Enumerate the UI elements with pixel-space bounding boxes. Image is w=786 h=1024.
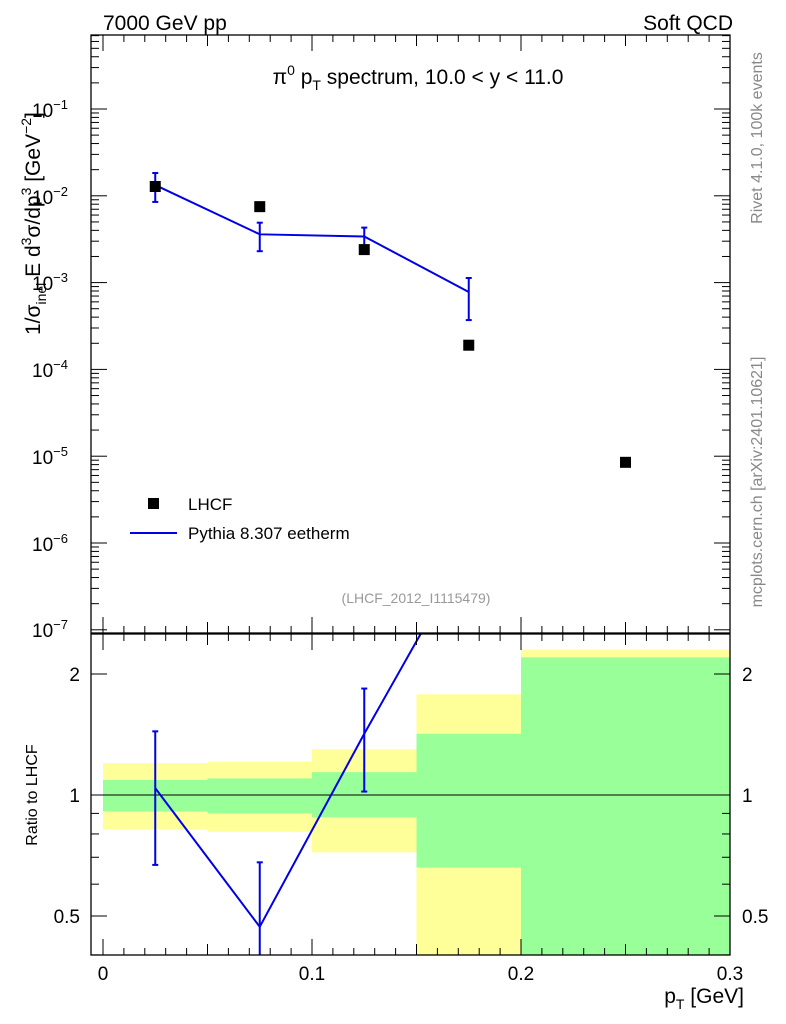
uncertainty-band-inner [207, 778, 312, 814]
ratio-ytick-label: 0.5 [54, 907, 80, 928]
x-axis-title: pT [GeV] [664, 985, 744, 1012]
pythia-line [154, 184, 470, 293]
analysis-watermark: (LHCF_2012_I1115479) [342, 590, 491, 606]
legend-lhcf-label: LHCF [188, 495, 232, 514]
main-y-ticks [91, 35, 730, 631]
legend-pythia-label: Pythia 8.307 eetherm [188, 524, 350, 543]
version-label: Rivet 4.1.0, 100k events [749, 52, 766, 224]
ratio-ticks [91, 35, 731, 956]
plot-title: π0 pT spectrum, 10.0 < y < 11.0 [273, 62, 564, 93]
legend-lhcf-marker [148, 498, 159, 509]
ratio-panel: 0.5 0.5 1 1 2 2 0 0.1 0.2 0.3 Ratio to LHCF pT [G… [24, 35, 768, 1012]
xtick-label: 0.2 [508, 964, 534, 985]
ytick-label-1e-3: 10−3 [32, 270, 68, 295]
lhcf-data-point [149, 180, 161, 192]
ytick-label-1e-6: 10−6 [32, 531, 68, 556]
xtick-label: 0.3 [717, 964, 743, 985]
ratio-ytick-label-right: 2 [742, 665, 753, 686]
ratio-ytick-label: 2 [69, 665, 80, 686]
main-data-layer [149, 172, 631, 468]
ratio-ytick-label-right: 1 [742, 786, 753, 807]
site-label: mcplots.cern.ch [arXiv:2401.10621] [749, 357, 766, 608]
ytick-label-1e-7: 10−7 [32, 617, 68, 642]
xtick-label: 0 [98, 964, 109, 985]
lhcf-data-point [463, 339, 475, 351]
ratio-ytick-label: 1 [69, 786, 80, 807]
process-label: Soft QCD [643, 12, 733, 35]
lhcf-data-point [254, 201, 266, 213]
lhcf-data-point [358, 244, 370, 256]
ratio-bands [103, 649, 730, 955]
energy-label: 7000 GeV pp [103, 12, 227, 35]
main-panel: 10−1 10−2 10−3 10−4 10−5 10−6 10−7 1/σin… [18, 34, 731, 642]
uncertainty-band-inner [416, 733, 521, 868]
uncertainty-band-inner [521, 657, 730, 955]
legend: LHCF Pythia 8.307 eetherm [130, 495, 350, 543]
ratio-tick-labels: 0.5 0.5 1 1 2 2 0 0.1 0.2 0.3 [54, 665, 769, 985]
ytick-label-1e-5: 10−5 [32, 444, 68, 469]
ratio-y-axis-title: Ratio to LHCF [24, 744, 41, 846]
lhcf-data-point [620, 456, 631, 468]
main-y-axis-title: 1/σinel E d3σ/dp3 [GeV−2] [18, 112, 49, 335]
xtick-label: 0.1 [299, 964, 325, 985]
ratio-ytick-label-right: 0.5 [742, 907, 768, 928]
ytick-label-1e-4: 10−4 [32, 357, 68, 382]
main-frame [90, 34, 731, 634]
